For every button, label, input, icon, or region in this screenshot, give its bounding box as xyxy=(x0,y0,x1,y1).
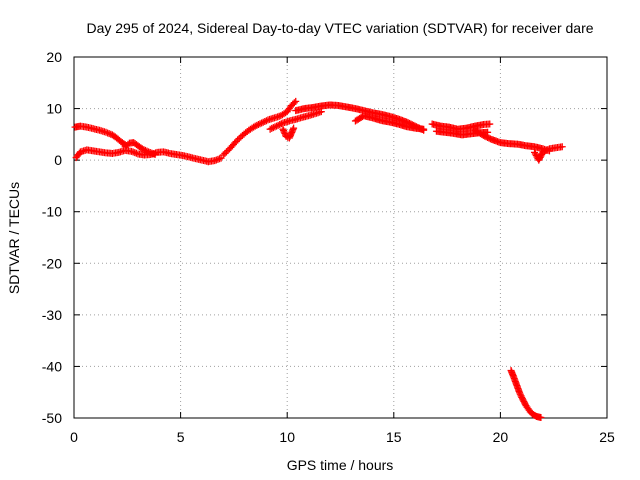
series-arc-early-decline xyxy=(71,122,129,149)
data-point xyxy=(273,122,281,130)
plot-frame xyxy=(73,56,608,419)
axis-ticks xyxy=(73,56,608,419)
data-point xyxy=(420,125,428,133)
series-arc-secondary xyxy=(351,112,428,133)
grid-lines xyxy=(74,57,607,418)
data-point xyxy=(290,99,298,107)
data-point xyxy=(486,120,494,128)
chart-title: Day 295 of 2024, Sidereal Day-to-day VTE… xyxy=(86,20,593,36)
data-point xyxy=(516,390,524,398)
y-tick-label: -30 xyxy=(42,307,62,323)
x-axis-label: GPS time / hours xyxy=(287,457,394,473)
data-point xyxy=(537,413,545,421)
x-tick-label: 0 xyxy=(70,429,78,445)
series-arc-bump-2.6h xyxy=(121,139,159,158)
data-point xyxy=(258,119,266,127)
series-arc-rise xyxy=(219,97,300,159)
x-tick-label: 15 xyxy=(386,429,402,445)
data-point xyxy=(234,136,242,144)
data-point xyxy=(271,123,279,131)
y-axis-label: SDTVAR / TECUs xyxy=(6,182,22,294)
x-tick-label: 10 xyxy=(279,429,295,445)
data-point xyxy=(274,121,282,129)
data-point xyxy=(151,150,159,158)
data-point xyxy=(254,121,262,129)
data-point xyxy=(290,124,298,132)
data-point xyxy=(269,124,277,132)
data-points xyxy=(71,97,566,421)
data-point xyxy=(222,148,230,156)
data-point xyxy=(277,120,285,128)
data-point xyxy=(292,97,300,105)
x-tick-label: 25 xyxy=(599,429,615,445)
y-tick-label: 0 xyxy=(54,152,62,168)
data-point xyxy=(256,120,264,128)
y-tick-label: -50 xyxy=(42,410,62,426)
y-tick-label: -20 xyxy=(42,255,62,271)
data-point xyxy=(558,143,566,151)
data-point xyxy=(253,121,261,129)
data-point xyxy=(219,151,227,159)
data-point xyxy=(140,146,148,154)
data-point xyxy=(221,149,229,157)
data-point xyxy=(544,146,552,154)
series-arc-lower-noon xyxy=(266,108,325,133)
data-point xyxy=(542,146,550,154)
series-arc-end xyxy=(531,143,566,164)
data-point xyxy=(261,117,269,125)
x-tick-label: 20 xyxy=(493,429,509,445)
series-arc-dip-10h xyxy=(279,124,298,142)
tick-labels: 0 5 10 15 20 25 -50 -40 -30 -20 -10 0 10 20 xyxy=(42,49,615,445)
data-point xyxy=(138,145,146,153)
data-point xyxy=(268,124,276,132)
x-tick-label: 5 xyxy=(177,429,185,445)
y-tick-label: 10 xyxy=(46,101,62,117)
data-point xyxy=(259,118,267,126)
y-tick-label: -10 xyxy=(42,204,62,220)
data-point xyxy=(516,389,524,397)
y-tick-label: -40 xyxy=(42,358,62,374)
series-arc-steep-drop xyxy=(507,367,545,421)
data-point xyxy=(276,121,284,129)
data-point xyxy=(541,147,549,155)
data-point xyxy=(262,117,270,125)
data-point xyxy=(232,138,240,146)
data-point xyxy=(235,134,243,142)
data-point xyxy=(251,122,259,130)
y-tick-label: 20 xyxy=(46,49,62,65)
data-point xyxy=(141,146,149,154)
data-point xyxy=(266,125,274,133)
data-point xyxy=(539,148,547,156)
data-point xyxy=(143,147,151,155)
